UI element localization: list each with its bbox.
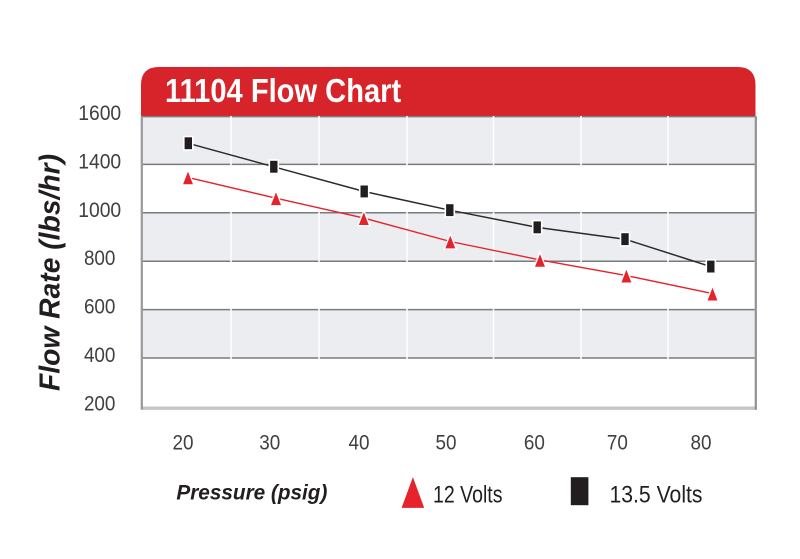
svg-text:30: 30 — [259, 431, 280, 454]
svg-text:20: 20 — [173, 431, 194, 454]
svg-text:1000: 1000 — [78, 199, 121, 222]
svg-text:80: 80 — [691, 431, 712, 454]
svg-text:400: 400 — [84, 344, 116, 367]
svg-text:800: 800 — [84, 247, 116, 270]
svg-text:70: 70 — [607, 431, 628, 454]
svg-text:200: 200 — [84, 392, 116, 415]
svg-text:Pressure (psig): Pressure (psig) — [176, 482, 327, 505]
svg-text:60: 60 — [524, 431, 545, 454]
svg-text:600: 600 — [84, 296, 116, 319]
svg-text:11104 Flow Chart: 11104 Flow Chart — [165, 72, 401, 109]
svg-text:40: 40 — [349, 431, 370, 454]
svg-text:1400: 1400 — [78, 150, 121, 173]
svg-text:50: 50 — [436, 431, 457, 454]
svg-text:Flow Rate (lbs/hr): Flow Rate (lbs/hr) — [35, 154, 67, 391]
svg-text:12 Volts: 12 Volts — [433, 481, 503, 508]
svg-text:1600: 1600 — [78, 102, 121, 125]
svg-text:13.5 Volts: 13.5 Volts — [610, 481, 703, 508]
